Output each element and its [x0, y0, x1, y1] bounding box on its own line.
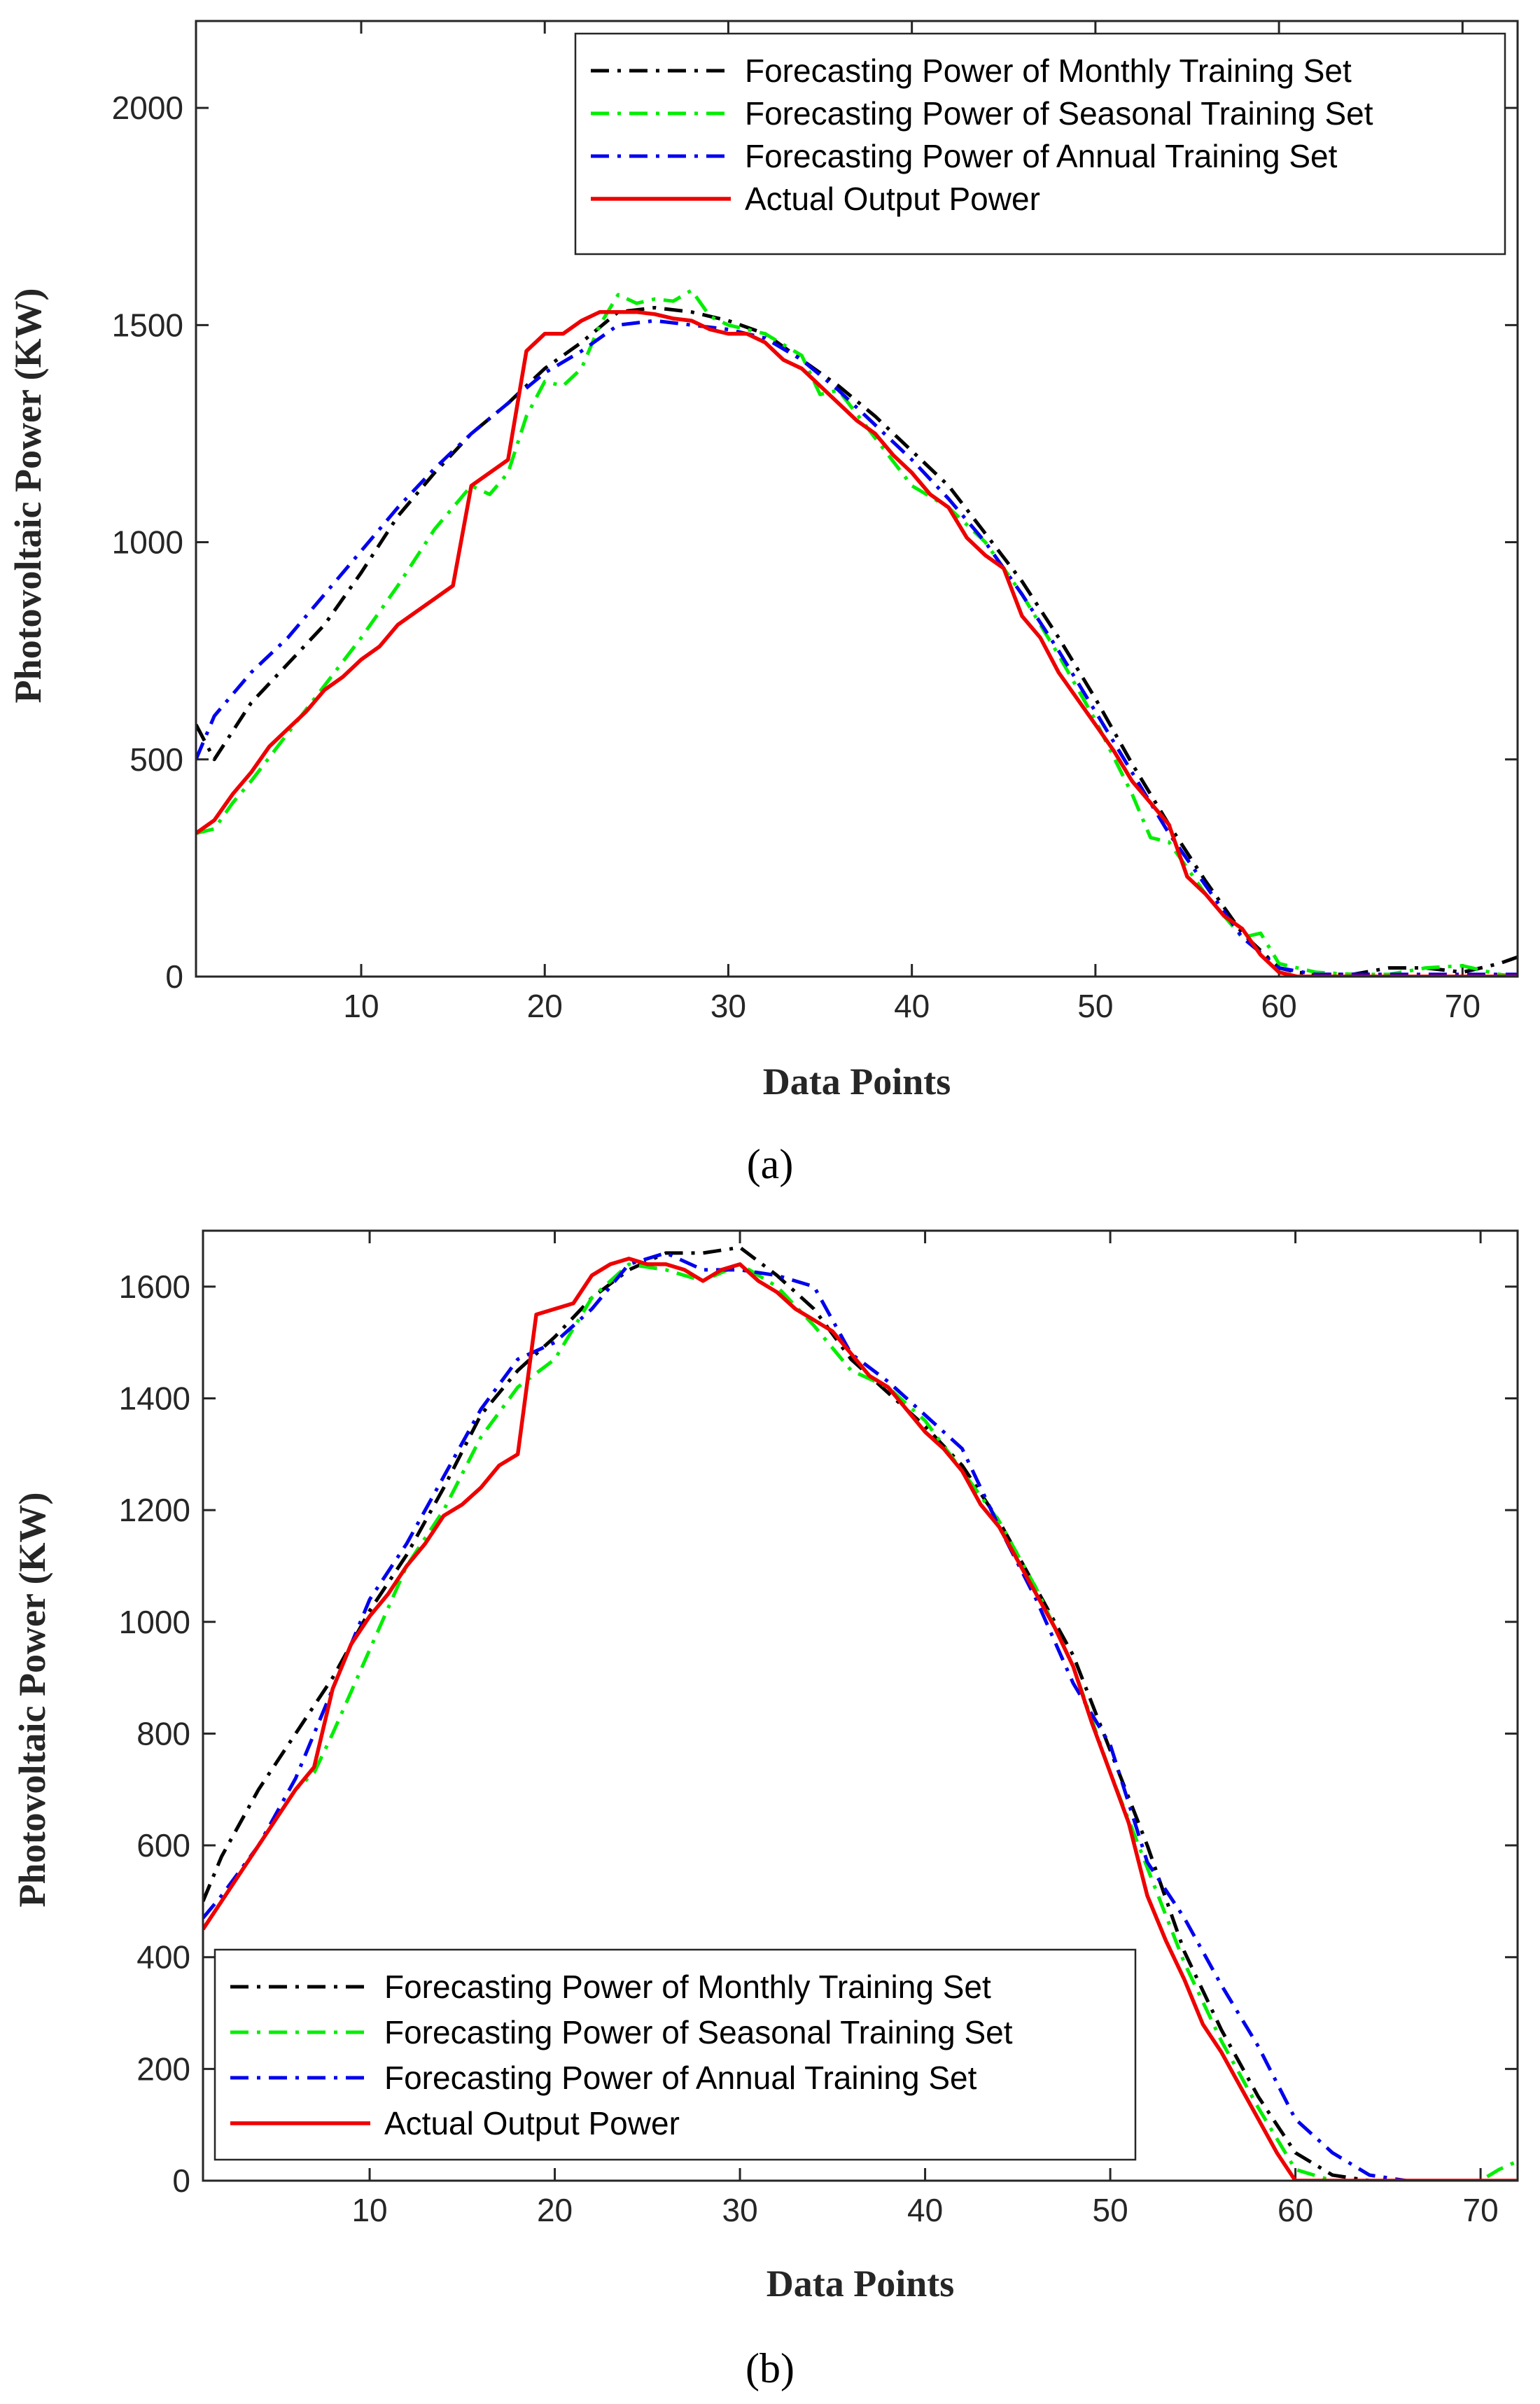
y-tick-label-b: 1000 [119, 1604, 190, 1640]
series-line-actual-b [203, 1257, 1518, 2181]
series-line-monthly-a [196, 306, 1518, 977]
x-tick-label-a: 60 [1261, 988, 1297, 1024]
x-axis-title-b: Data Points [766, 2263, 955, 2305]
x-tick-label-a: 10 [343, 988, 379, 1024]
x-tick-label-a: 30 [710, 988, 746, 1024]
y-axis-title-a: Photovoltaic Power (KW) [7, 288, 49, 704]
legend-label-actual-b: Actual Output Power [384, 2105, 680, 2141]
legend-label-annual-a: Forecasting Power of Annual Training Set [745, 138, 1338, 174]
series-group-b [203, 1245, 1518, 2181]
y-tick-label-b: 0 [172, 2162, 190, 2199]
legend-a: Forecasting Power of Monthly Training Se… [574, 32, 1506, 256]
x-tick-label-b: 40 [907, 2192, 943, 2228]
y-tick-label-a: 2000 [112, 90, 183, 126]
x-tick-label-a: 50 [1077, 988, 1113, 1024]
panel-label-b: (b) [746, 2345, 794, 2391]
y-tick-label-b: 400 [136, 1939, 190, 1976]
x-tick-label-b: 60 [1278, 2192, 1313, 2228]
y-tick-label-a: 0 [165, 958, 183, 995]
y-axis-title-b: Photovoltaic Power (KW) [11, 1493, 53, 1908]
x-tick-label-a: 70 [1445, 988, 1480, 1024]
axes-b: 10 20 30 40 50 60 70 0 200 400 600 800 1000 1200 1400 1… [119, 1231, 1518, 2228]
y-tick-label-b: 1600 [119, 1269, 190, 1305]
legend-box-a [574, 32, 1506, 256]
legend-label-monthly-a: Forecasting Power of Monthly Training Se… [745, 53, 1352, 89]
x-tick-label-a: 40 [894, 988, 930, 1024]
chart-panel-a: 10 20 30 40 50 60 70 0 500 1000 1500 2000 Data Poin… [7, 20, 1519, 1187]
x-tick-label-b: 30 [722, 2192, 757, 2228]
x-tick-label-a: 20 [527, 988, 563, 1024]
y-tick-label-a: 500 [130, 741, 183, 778]
plot-frame-b [202, 1229, 1519, 2182]
legend-label-annual-b: Forecasting Power of Annual Training Set [384, 2060, 977, 2096]
legend-label-actual-a: Actual Output Power [745, 181, 1040, 217]
plot-frame-a [195, 20, 1519, 978]
legend-label-monthly-b: Forecasting Power of Monthly Training Se… [384, 1969, 991, 2005]
y-tick-label-b: 600 [136, 1827, 190, 1864]
series-line-annual-a [196, 319, 1518, 977]
y-tick-label-b: 1200 [119, 1492, 190, 1528]
legend-label-seasonal-b: Forecasting Power of Seasonal Training S… [384, 2014, 1013, 2050]
y-tick-label-a: 1000 [112, 524, 183, 561]
panel-label-a: (a) [747, 1141, 794, 1187]
y-tick-label-b: 200 [136, 2050, 190, 2087]
series-line-actual-a [196, 309, 1518, 977]
series-line-seasonal-b [203, 1262, 1518, 2181]
legend-label-seasonal-a: Forecasting Power of Seasonal Training S… [745, 95, 1373, 132]
chart-panel-b: 10 20 30 40 50 60 70 0 200 400 600 800 1000 1200 1400 1… [11, 1229, 1519, 2391]
legend-b: Forecasting Power of Monthly Training Se… [214, 1948, 1137, 2161]
x-tick-label-b: 50 [1092, 2192, 1128, 2228]
y-tick-label-b: 1400 [119, 1380, 190, 1416]
x-tick-label-b: 20 [537, 2192, 573, 2228]
y-tick-label-a: 1500 [112, 307, 183, 343]
x-tick-label-b: 70 [1463, 2192, 1499, 2228]
series-line-seasonal-a [196, 288, 1518, 977]
x-axis-title-a: Data Points [763, 1061, 951, 1103]
series-group-a [196, 288, 1518, 977]
y-tick-label-b: 800 [136, 1715, 190, 1752]
series-line-monthly-b [203, 1245, 1518, 2181]
axes-a: 10 20 30 40 50 60 70 0 500 1000 1500 2000 [112, 21, 1518, 1024]
x-tick-label-b: 10 [351, 2192, 387, 2228]
series-line-annual-b [203, 1251, 1518, 2181]
